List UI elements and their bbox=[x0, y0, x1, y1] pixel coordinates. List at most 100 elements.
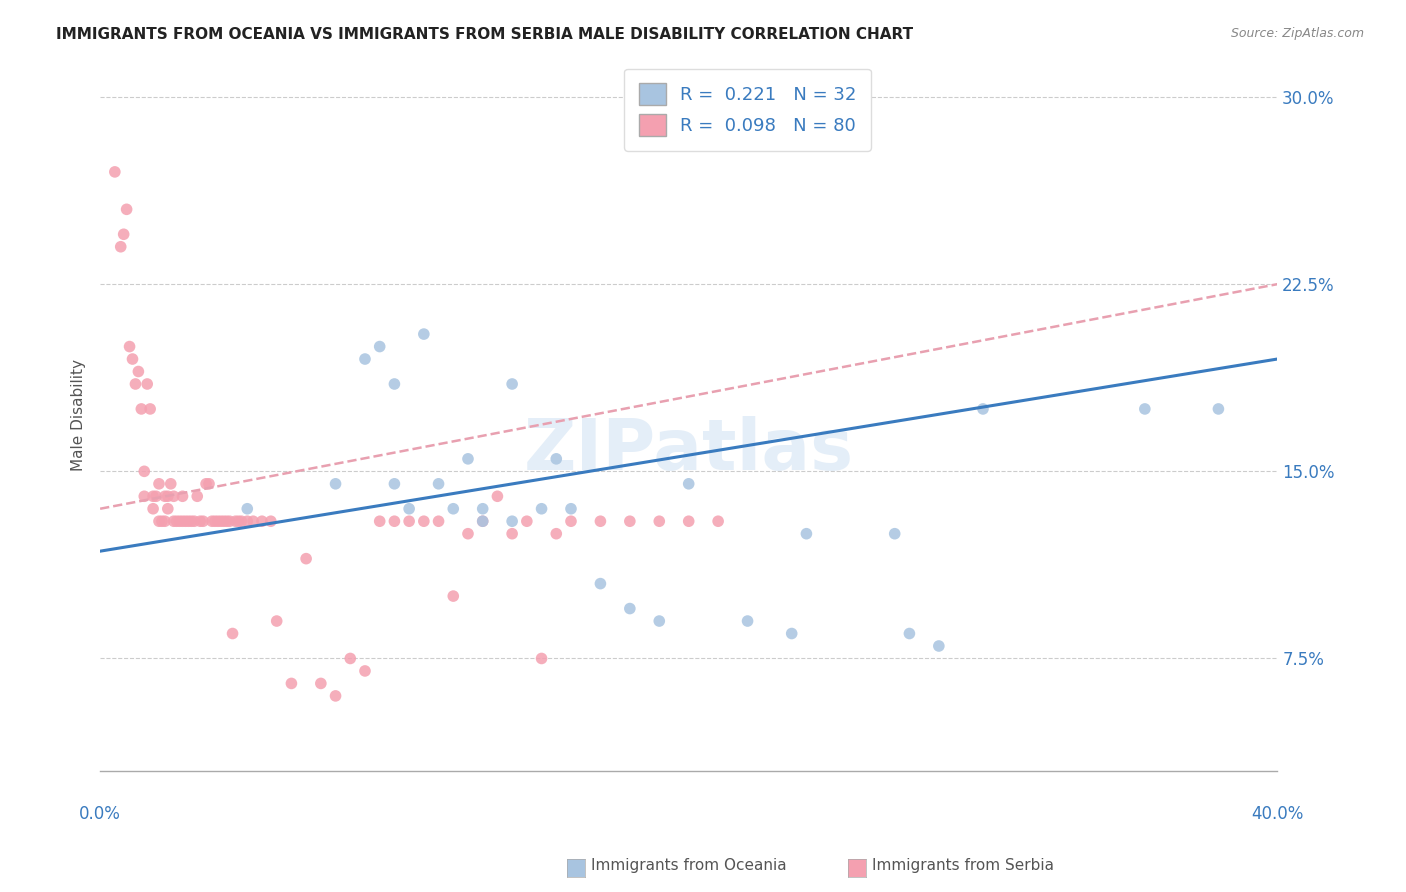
Point bbox=[136, 376, 159, 391]
Point bbox=[236, 501, 259, 516]
Point bbox=[737, 614, 759, 628]
Point bbox=[169, 514, 191, 528]
Point bbox=[619, 601, 641, 615]
Point bbox=[589, 576, 612, 591]
Point bbox=[560, 501, 582, 516]
Point bbox=[368, 514, 391, 528]
Point bbox=[142, 489, 165, 503]
Point bbox=[398, 501, 420, 516]
Point bbox=[471, 514, 494, 528]
Point bbox=[153, 514, 176, 528]
Point bbox=[501, 526, 523, 541]
Point bbox=[457, 451, 479, 466]
Point bbox=[148, 476, 170, 491]
Point bbox=[131, 401, 153, 416]
Point bbox=[139, 401, 162, 416]
Point bbox=[115, 202, 138, 217]
Point bbox=[183, 514, 205, 528]
Point bbox=[486, 489, 509, 503]
Point bbox=[883, 526, 905, 541]
Point bbox=[231, 514, 253, 528]
Point bbox=[368, 340, 391, 354]
Point bbox=[191, 514, 214, 528]
Point bbox=[648, 614, 671, 628]
Point bbox=[209, 514, 232, 528]
Point bbox=[1208, 401, 1230, 416]
Point bbox=[201, 514, 224, 528]
Point bbox=[384, 376, 406, 391]
Text: IMMIGRANTS FROM OCEANIA VS IMMIGRANTS FROM SERBIA MALE DISABILITY CORRELATION CH: IMMIGRANTS FROM OCEANIA VS IMMIGRANTS FR… bbox=[56, 27, 914, 42]
Point bbox=[427, 476, 450, 491]
Point bbox=[384, 476, 406, 491]
Point bbox=[546, 526, 568, 541]
Point bbox=[163, 489, 186, 503]
Text: Immigrants from Oceania: Immigrants from Oceania bbox=[591, 858, 786, 872]
Point bbox=[186, 489, 208, 503]
Point bbox=[516, 514, 538, 528]
Point bbox=[224, 514, 246, 528]
Point bbox=[928, 639, 950, 653]
Point bbox=[546, 451, 568, 466]
Text: Immigrants from Serbia: Immigrants from Serbia bbox=[872, 858, 1053, 872]
Point bbox=[530, 501, 553, 516]
Point bbox=[427, 514, 450, 528]
Point bbox=[172, 489, 194, 503]
Point bbox=[707, 514, 730, 528]
Point bbox=[153, 489, 176, 503]
Point bbox=[501, 376, 523, 391]
Point bbox=[678, 514, 700, 528]
Point bbox=[121, 352, 143, 367]
Point bbox=[260, 514, 283, 528]
Point bbox=[354, 352, 377, 367]
Y-axis label: Male Disability: Male Disability bbox=[72, 359, 86, 471]
Point bbox=[110, 240, 132, 254]
Point bbox=[180, 514, 202, 528]
Point bbox=[560, 514, 582, 528]
Point bbox=[530, 651, 553, 665]
Point bbox=[412, 514, 434, 528]
Point bbox=[198, 476, 221, 491]
Point bbox=[159, 476, 181, 491]
Point bbox=[780, 626, 803, 640]
Point bbox=[471, 501, 494, 516]
Point bbox=[339, 651, 361, 665]
Point bbox=[242, 514, 264, 528]
Point bbox=[148, 514, 170, 528]
Text: 0.0%: 0.0% bbox=[79, 805, 121, 823]
Point bbox=[228, 514, 250, 528]
Point bbox=[215, 514, 238, 528]
Point bbox=[127, 364, 149, 378]
Text: 40.0%: 40.0% bbox=[1251, 805, 1303, 823]
Point bbox=[142, 501, 165, 516]
Point bbox=[354, 664, 377, 678]
Point bbox=[325, 476, 347, 491]
Point bbox=[150, 514, 173, 528]
Point bbox=[619, 514, 641, 528]
Point bbox=[325, 689, 347, 703]
Text: Source: ZipAtlas.com: Source: ZipAtlas.com bbox=[1230, 27, 1364, 40]
Point bbox=[898, 626, 921, 640]
Point bbox=[972, 401, 994, 416]
Point bbox=[124, 376, 146, 391]
Text: ZIPatlas: ZIPatlas bbox=[523, 417, 853, 485]
Point bbox=[678, 476, 700, 491]
Point bbox=[236, 514, 259, 528]
Point bbox=[309, 676, 332, 690]
Point bbox=[134, 464, 156, 478]
Point bbox=[207, 514, 229, 528]
Point bbox=[134, 489, 156, 503]
Point bbox=[195, 476, 218, 491]
Point bbox=[266, 614, 288, 628]
Point bbox=[118, 340, 141, 354]
Legend: R =  0.221   N = 32, R =  0.098   N = 80: R = 0.221 N = 32, R = 0.098 N = 80 bbox=[624, 69, 870, 151]
Point bbox=[589, 514, 612, 528]
Point bbox=[145, 489, 167, 503]
Point bbox=[457, 526, 479, 541]
Point bbox=[441, 501, 464, 516]
Point bbox=[204, 514, 226, 528]
Point bbox=[471, 514, 494, 528]
Point bbox=[398, 514, 420, 528]
Point bbox=[295, 551, 318, 566]
Point bbox=[250, 514, 273, 528]
Point bbox=[163, 514, 186, 528]
